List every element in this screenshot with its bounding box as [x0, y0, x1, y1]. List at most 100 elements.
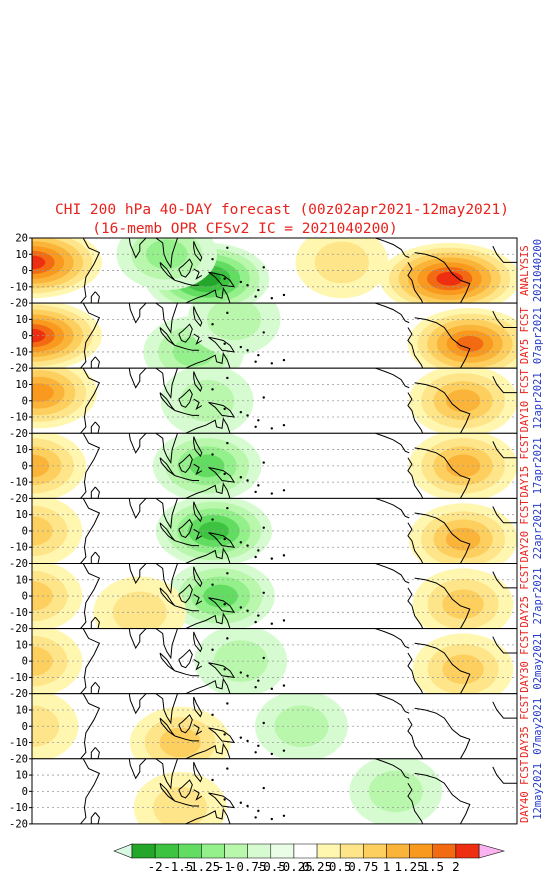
coastline: [174, 670, 200, 677]
coastline: [208, 532, 236, 548]
y-tick-label: -20: [9, 428, 28, 440]
coastline: [155, 628, 178, 660]
coastline: [178, 323, 193, 343]
coastline: [208, 662, 236, 679]
anomaly-field: [32, 563, 517, 629]
coastline: [90, 812, 100, 824]
coastline: [90, 291, 100, 304]
island: [270, 427, 274, 430]
positive-contour-region: [159, 727, 201, 758]
coastline: [193, 631, 203, 653]
negative-contour-region: [146, 239, 188, 270]
coastline: [80, 693, 101, 759]
island: [246, 609, 249, 612]
colorbar-label: 0.75: [348, 859, 378, 873]
y-tick-label: -20: [9, 558, 28, 570]
forecast-panel: 10 0 -10 -20 DAY25 FCST 27apr2021: [9, 563, 544, 635]
island: [270, 817, 274, 821]
island: [226, 376, 229, 380]
positive-contour-region: [442, 589, 484, 619]
coastline: [375, 433, 410, 454]
panel-label-blue: 2021040200: [532, 239, 544, 302]
y-tick-label: 0: [22, 265, 28, 277]
island: [246, 674, 249, 677]
coastline: [193, 398, 203, 411]
panel-label-red: DAY35 FCST: [519, 694, 531, 758]
island: [257, 679, 260, 682]
island: [282, 423, 286, 427]
island: [262, 786, 265, 790]
y-tick-label: 10: [15, 379, 28, 391]
panel-label-blue: 12may2021: [532, 763, 544, 820]
y-tick-label: -10: [9, 542, 28, 554]
positive-contour-region: [112, 591, 167, 629]
island: [257, 549, 260, 552]
panel-stack: 20 10 0 -10 -20 ANALYSIS 2021040200 10 0 -10 -20 DA…: [9, 233, 544, 831]
colorbar-min-arrow: [113, 843, 133, 859]
colorbar-label: 2: [452, 859, 460, 873]
coastline: [178, 779, 193, 799]
anomaly-field: [32, 238, 517, 304]
coastline: [178, 648, 193, 669]
coastline: [174, 410, 200, 416]
island: [211, 648, 214, 651]
panel-label-red: DAY15 FCST: [519, 434, 531, 498]
island: [254, 295, 257, 298]
colorbar-label: 1.25: [395, 859, 425, 873]
island: [254, 555, 257, 559]
island: [262, 266, 265, 269]
island: [223, 537, 226, 541]
island: [211, 388, 214, 391]
island: [270, 492, 274, 495]
island: [262, 656, 265, 660]
coastline: [375, 758, 410, 779]
colorbar-swatch: [386, 843, 410, 859]
island: [226, 441, 229, 445]
y-tick-label: -10: [9, 412, 28, 424]
coastline: [492, 571, 517, 589]
negative-contour-region: [203, 584, 238, 608]
island: [239, 801, 243, 804]
y-tick-label: 10: [15, 704, 28, 716]
colorbar-label: 1.5: [421, 859, 444, 873]
coastline: [107, 498, 147, 519]
coastline: [155, 368, 178, 399]
island: [246, 283, 249, 287]
colorbar-label: -1.25: [183, 859, 221, 873]
coastline: [107, 628, 147, 650]
coastline: [375, 498, 410, 519]
coastline: [492, 310, 517, 328]
y-tick-label: -10: [9, 737, 28, 749]
panel-background: [32, 758, 517, 824]
coastline: [185, 807, 231, 824]
coastline: [208, 467, 236, 483]
positive-contour-region: [442, 654, 484, 685]
island: [246, 739, 249, 743]
y-tick-label: 10: [15, 249, 28, 261]
coastline: [375, 303, 410, 324]
coastline: [185, 352, 231, 369]
island: [282, 749, 286, 752]
chart-title-line2: (16-memb OPR CFSv2 IC = 2021040200): [92, 221, 398, 237]
y-tick-label: -20: [9, 298, 28, 310]
island: [254, 425, 257, 428]
island: [239, 671, 243, 674]
coastline: [492, 636, 517, 654]
coastline: [155, 303, 178, 334]
coastline: [193, 463, 203, 476]
coastline: [185, 547, 231, 564]
y-tick-label: -10: [9, 281, 28, 293]
island: [239, 345, 243, 349]
y-tick-label: -20: [9, 818, 28, 830]
coastline: [185, 287, 231, 304]
island: [282, 619, 286, 622]
coastline: [492, 766, 517, 784]
coastline: [80, 303, 101, 369]
forecast-panel: 10 0 -10 -20 DAY40 FCST 12may2021: [9, 758, 544, 830]
coastline: [155, 758, 178, 790]
y-tick-label: 0: [22, 721, 28, 733]
island: [254, 360, 257, 363]
coastline: [80, 628, 101, 694]
island: [257, 288, 260, 292]
